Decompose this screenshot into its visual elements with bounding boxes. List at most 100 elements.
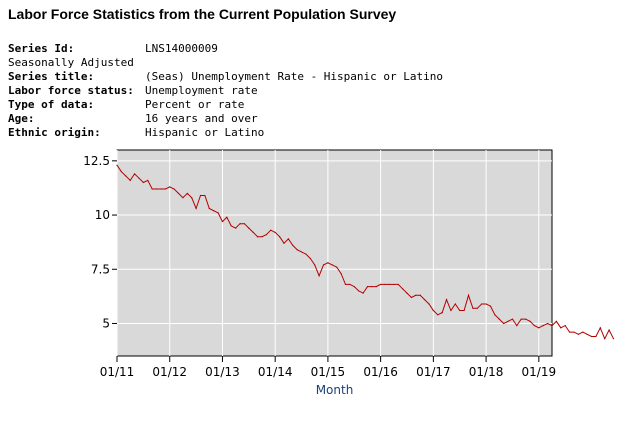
data-point: [151, 188, 153, 190]
data-point: [406, 292, 408, 294]
data-point: [182, 197, 184, 199]
data-point: [309, 257, 311, 260]
data-point: [322, 264, 325, 266]
ethnic-origin-value: Hispanic or Latino: [145, 126, 265, 139]
data-point: [230, 225, 232, 227]
data-point: [511, 318, 514, 320]
data-point: [366, 286, 369, 288]
data-point: [467, 294, 470, 296]
data-point: [454, 303, 456, 305]
x-tick-label: 01/11: [100, 365, 135, 379]
data-point: [599, 327, 601, 329]
data-point: [481, 303, 483, 305]
data-point: [318, 275, 320, 277]
data-point: [217, 212, 219, 214]
data-point: [142, 181, 144, 184]
data-point: [612, 338, 615, 340]
data-point: [129, 179, 131, 181]
data-point: [257, 236, 259, 238]
data-point: [573, 331, 575, 333]
x-tick-label: 01/17: [416, 365, 451, 379]
data-point: [221, 220, 224, 223]
data-point: [155, 188, 158, 190]
data-point: [494, 314, 496, 316]
data-point: [300, 251, 303, 253]
type-of-data-value: Percent or rate: [145, 98, 245, 111]
data-point: [520, 318, 522, 320]
data-point: [327, 262, 329, 264]
data-point: [169, 186, 171, 188]
seasonal-adjustment: Seasonally Adjusted: [8, 56, 134, 69]
data-point: [195, 207, 197, 210]
data-point: [336, 266, 338, 268]
data-point: [173, 188, 175, 190]
data-point: [498, 318, 500, 320]
data-point: [507, 320, 509, 322]
data-point: [226, 216, 228, 218]
data-point: [450, 309, 452, 312]
series-line: [116, 164, 614, 340]
data-point: [463, 309, 465, 312]
data-point: [296, 249, 298, 251]
data-point: [116, 164, 118, 166]
series-title-row: Series title: (Seas) Unemployment Rate - …: [8, 70, 443, 84]
x-axis: 01/11 01/12 01/13 01/14 01/15 01/16 01/17 01/18…: [100, 356, 556, 379]
age-label: Age:: [8, 112, 35, 125]
data-point: [235, 227, 237, 229]
data-point: [542, 325, 544, 327]
data-point: [428, 303, 430, 305]
y-tick-label: 7.5: [91, 262, 110, 276]
series-id-label: Series Id:: [8, 42, 75, 55]
data-point: [125, 175, 127, 177]
data-point: [560, 327, 562, 329]
data-point: [375, 286, 377, 288]
data-point: [186, 192, 188, 194]
data-point: [564, 325, 566, 327]
data-point: [437, 314, 439, 316]
data-point: [397, 283, 399, 286]
series-title-label: Series title:: [8, 70, 95, 83]
data-point: [445, 299, 448, 301]
data-point: [177, 192, 180, 194]
data-point: [270, 229, 272, 231]
data-point: [476, 307, 478, 309]
series-id-value: LNS14000009: [145, 42, 218, 55]
labor-force-status-value: Unemployment rate: [145, 84, 258, 97]
data-point: [410, 296, 412, 299]
data-point: [252, 231, 254, 233]
data-point: [419, 294, 421, 296]
gridlines: [116, 150, 552, 356]
series-metadata: Series Id: LNS14000009 Seasonally Adjuste…: [8, 42, 443, 140]
data-point: [503, 322, 505, 325]
data-point: [248, 227, 250, 229]
data-point: [516, 325, 518, 327]
type-of-data-label: Type of data:: [8, 98, 95, 111]
data-point: [547, 322, 549, 325]
y-tick-label: 10: [95, 208, 110, 222]
data-point: [120, 171, 122, 173]
plot-area: [116, 149, 553, 357]
x-tick-label: 01/12: [152, 365, 187, 379]
seasonal-row: Seasonally Adjusted: [8, 56, 443, 70]
type-of-data-row: Type of data: Percent or rate: [8, 98, 443, 112]
data-point: [191, 197, 193, 199]
data-point: [331, 264, 333, 266]
data-point: [243, 223, 246, 225]
x-tick-label: 01/19: [522, 365, 557, 379]
data-point: [533, 325, 536, 327]
data-point: [388, 283, 391, 286]
data-point: [402, 288, 404, 290]
data-point: [432, 309, 434, 312]
data-point: [568, 331, 571, 333]
data-point: [538, 327, 540, 329]
data-point: [525, 318, 527, 320]
data-point: [485, 303, 487, 305]
data-point: [489, 305, 492, 307]
x-tick-label: 01/16: [363, 365, 398, 379]
y-axis: 5 7.5 10 12.5: [83, 154, 117, 330]
data-point: [472, 307, 474, 309]
data-point: [349, 283, 351, 286]
page-title: Labor Force Statistics from the Current …: [8, 6, 397, 22]
x-tick-label: 01/15: [311, 365, 346, 379]
